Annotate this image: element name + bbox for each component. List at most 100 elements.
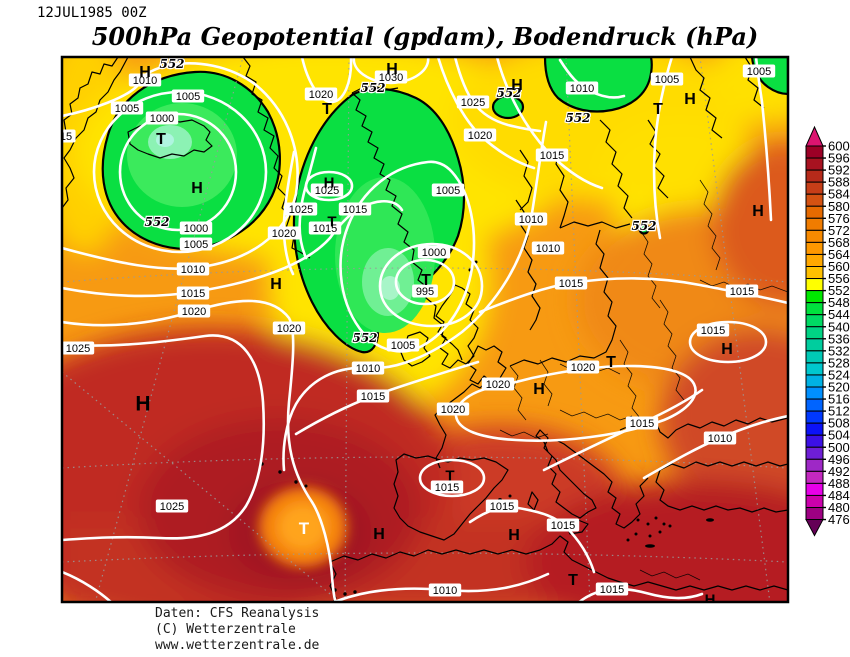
colorbar-cell — [805, 410, 824, 424]
colorbar-cell — [805, 157, 824, 171]
colorbar-tick-label: 492 — [828, 464, 850, 479]
colorbar-cell — [805, 314, 824, 328]
isobar-label-box — [463, 128, 497, 142]
pressure-center-T: T — [653, 101, 663, 118]
colorbar-tick-label: 524 — [828, 367, 850, 382]
colorbar-cell — [805, 470, 824, 484]
isobar-label-box — [374, 70, 408, 84]
isobar-label: 1020 — [441, 404, 465, 416]
isobar-label: 1005 — [115, 103, 139, 115]
colorbar-tick-label: 528 — [828, 355, 850, 370]
colorbar-cell — [805, 362, 824, 376]
pressure-center-H: H — [511, 77, 523, 94]
pressure-center-T: T — [568, 572, 578, 589]
colorbar-cell — [805, 253, 824, 267]
colorbar-tick-label: 536 — [828, 331, 850, 346]
colorbar-tick-label: 532 — [828, 343, 850, 358]
isobar-label-box — [176, 286, 210, 300]
colorbar-cell — [805, 326, 824, 340]
colorbar-cell — [805, 302, 824, 316]
isobar-label-box — [155, 499, 189, 513]
pressure-center-H: H — [705, 591, 716, 608]
colorbar-tick-label: 496 — [828, 452, 850, 467]
colorbar-tick-label: 484 — [828, 488, 850, 503]
isobar-label-box — [565, 81, 599, 95]
geopotential-label: 552 — [631, 219, 656, 233]
isobar-label: 1010 — [708, 433, 732, 445]
isobar-label: 1005 — [184, 239, 208, 251]
pressure-center-H: H — [139, 64, 151, 81]
isobar-label-box — [431, 183, 465, 197]
isobar-label-box — [179, 221, 213, 235]
pressure-center-T: T — [606, 354, 616, 371]
colorbar-cell — [805, 350, 824, 364]
colorbar-tick-label: 556 — [828, 271, 850, 286]
isobar-label-box — [110, 101, 144, 115]
colorbar-tick-label: 576 — [828, 211, 850, 226]
colorbar-cell — [805, 338, 824, 352]
pressure-center-H: H — [191, 180, 203, 197]
isobar-label: 1015 — [343, 204, 367, 216]
colorbar-cell — [805, 205, 824, 219]
colorbar-tick-label: 480 — [828, 500, 850, 515]
pressure-center-H: H — [324, 174, 335, 191]
isobar-label: 1010 — [519, 214, 543, 226]
isobar-label-box — [128, 73, 162, 87]
isobar-label: 1025 — [289, 204, 313, 216]
colorbar-cell — [805, 145, 824, 159]
colorbar-cell — [805, 217, 824, 231]
isobar-label-box — [412, 284, 438, 298]
isobar-label-box — [171, 89, 205, 103]
cutoff-low-spot — [259, 487, 347, 567]
colorbar-cell — [805, 458, 824, 472]
isobar-label: 1010 — [133, 75, 157, 87]
credits-block: Daten: CFS Reanalysis (C) Wetterzentrale… — [155, 606, 319, 654]
isobar-label-box — [625, 416, 659, 430]
isobar-label: 1010 — [181, 264, 205, 276]
colorbar-tick-label: 500 — [828, 440, 850, 455]
colorbar-cell — [805, 422, 824, 436]
isobar-label: 1020 — [486, 379, 510, 391]
isobar-label: 1015 — [600, 584, 624, 596]
colorbar-cell — [805, 229, 824, 243]
isobar-label: 1025 — [461, 97, 485, 109]
colorbar-tick-label: 548 — [828, 295, 850, 310]
isobar-label-box — [267, 226, 301, 240]
isobar-label-box — [179, 237, 213, 251]
isobar-label: 1015 — [551, 520, 575, 532]
colorbar-cell — [805, 374, 824, 388]
pressure-center-T: T — [156, 131, 166, 148]
isobar-label: 1015 — [490, 501, 514, 513]
credits-line-1: Daten: CFS Reanalysis — [155, 606, 320, 621]
pressure-center-T: T — [299, 519, 310, 538]
isobar-label-box — [696, 323, 730, 337]
geopotential-label: 552 — [352, 331, 377, 345]
isobar-label-box — [650, 72, 684, 86]
isobar-label-box — [554, 276, 588, 290]
colorbar-tick-label: 512 — [828, 404, 850, 419]
colorbar-tick-label: 600 — [828, 139, 850, 154]
pressure-centers: H T H T H H T H T H H H T H H T H T H H T T H — [135, 61, 763, 608]
isobar-label-box — [742, 64, 776, 78]
isobar-label: 1000 — [150, 113, 174, 125]
colorbar-tick-label: 560 — [828, 259, 850, 274]
colorbar-cell — [805, 507, 824, 521]
colorbar-cell — [805, 181, 824, 195]
geopotential-field: 1030102510251025102510251020102010201020… — [60, 57, 788, 608]
coastlines — [62, 57, 788, 602]
colorbar-cell — [805, 241, 824, 255]
colorbar-cell — [805, 278, 824, 292]
isobar-label: 1030 — [379, 72, 403, 84]
isobar-label: 995 — [416, 286, 434, 298]
isobar-label-box — [456, 95, 490, 109]
isobar-label-box — [62, 129, 76, 143]
isobar-label-box — [430, 480, 464, 494]
pressure-center-H: H — [684, 91, 696, 108]
isobar-label: 15 — [60, 131, 72, 143]
geopotential-label: 552 — [159, 57, 184, 71]
isobar-label-box — [338, 202, 372, 216]
colorbar: 6005965925885845805765725685645605565525… — [805, 125, 850, 537]
colorbar-tick-label: 580 — [828, 199, 850, 214]
